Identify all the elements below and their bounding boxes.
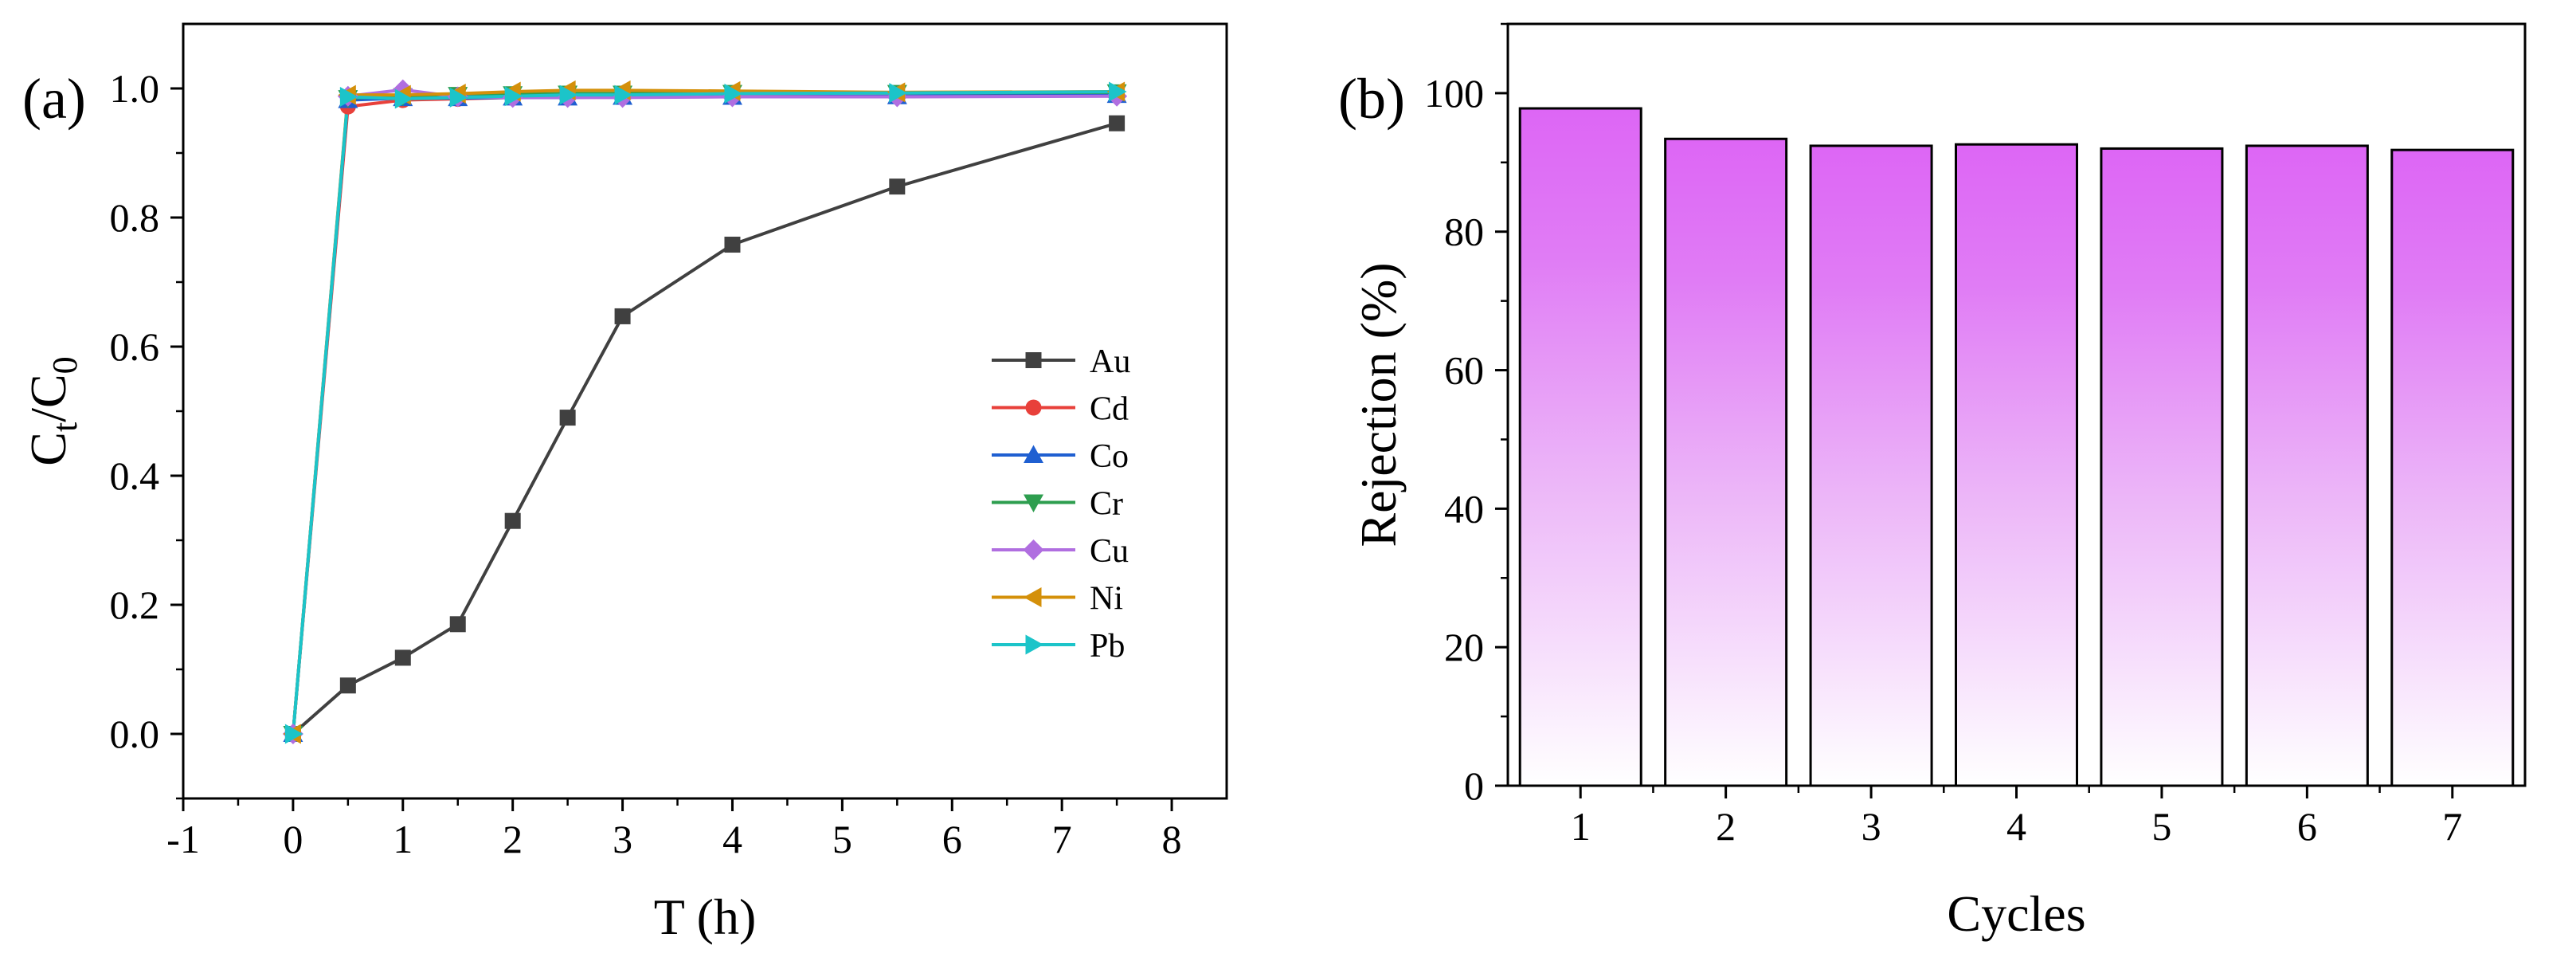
bar-cycle-2 xyxy=(1666,139,1787,786)
legend-marker-cd xyxy=(1026,400,1042,416)
x-tick-label: 2 xyxy=(1716,804,1736,849)
data-point-au xyxy=(395,649,411,665)
bar-cycle-7 xyxy=(2392,150,2513,786)
x-tick-label: 7 xyxy=(1052,817,1072,861)
legend-marker-ni xyxy=(1024,587,1042,607)
data-point-au xyxy=(615,308,631,324)
y-tick-label: 40 xyxy=(1444,486,1484,531)
series-line-co xyxy=(293,95,1117,734)
legend-label-cu: Cu xyxy=(1090,533,1129,570)
series-line-cd xyxy=(293,95,1117,734)
data-point-au xyxy=(505,513,521,529)
legend-marker-pb xyxy=(1026,635,1044,655)
x-tick-label: 6 xyxy=(942,817,962,861)
x-tick-label: 4 xyxy=(722,817,742,861)
x-tick-label: 0 xyxy=(283,817,303,861)
panel-a-label: (a) xyxy=(22,67,86,131)
panel-b-x-axis-title: Cycles xyxy=(1947,885,2085,942)
series-line-cr xyxy=(293,92,1117,734)
y-tick-label: 0.8 xyxy=(110,195,160,240)
y-tick-label: 100 xyxy=(1424,71,1484,116)
x-tick-label: 6 xyxy=(2297,804,2317,849)
panel-b-label: (b) xyxy=(1338,67,1405,131)
y-tick-label: 1.0 xyxy=(110,66,160,111)
x-tick-label: -1 xyxy=(166,817,200,861)
series-line-cu xyxy=(293,90,1117,734)
data-point-au xyxy=(340,677,356,693)
y-tick-label: 0.6 xyxy=(110,324,160,369)
data-point-au xyxy=(560,410,576,426)
ylabel-c: C xyxy=(20,432,76,466)
ylabel-subscript-t: t xyxy=(45,422,84,432)
legend-label-cd: Cd xyxy=(1090,391,1129,428)
panel-a-line-chart: -1 0 1 2 3 4 5 6 7 8 0.0 0.2 0.4 0.6 0.8 1.0 Au Cd Co Cr C… xyxy=(20,24,1227,945)
bar-cycle-3 xyxy=(1811,146,1932,786)
panel-a-x-axis-title: T (h) xyxy=(654,889,757,945)
x-tick-label: 3 xyxy=(613,817,632,861)
x-tick-label: 1 xyxy=(393,817,413,861)
panel-b-bars xyxy=(1520,108,2513,786)
panel-a-y-axis-title: Ct/C0 xyxy=(20,356,84,465)
data-point-au xyxy=(724,237,740,253)
data-point-au xyxy=(889,178,905,194)
legend-marker-cu xyxy=(1024,539,1044,560)
panel-a-plot-frame xyxy=(183,24,1227,798)
legend-marker-au xyxy=(1026,352,1042,368)
x-tick-label: 4 xyxy=(2006,804,2026,849)
x-tick-label: 3 xyxy=(1862,804,1881,849)
panel-a-legend: Au Cd Co Cr Cu Ni Pb xyxy=(992,343,1130,665)
figure: -1 0 1 2 3 4 5 6 7 8 0.0 0.2 0.4 0.6 0.8 1.0 Au Cd Co Cr C… xyxy=(0,0,2576,965)
x-tick-label: 2 xyxy=(503,817,523,861)
panel-b-y-axis-title: Rejection (%) xyxy=(1350,262,1407,547)
x-tick-label: 5 xyxy=(832,817,852,861)
bar-cycle-6 xyxy=(2246,146,2367,786)
y-tick-label: 0.0 xyxy=(110,712,160,756)
y-tick-label: 0 xyxy=(1464,763,1484,808)
ylabel-slash-c: /C xyxy=(20,374,76,422)
x-tick-label: 1 xyxy=(1571,804,1591,849)
x-tick-label: 8 xyxy=(1162,817,1182,861)
y-tick-label: 60 xyxy=(1444,348,1484,393)
series-line-ni xyxy=(293,90,1117,734)
legend-label-au: Au xyxy=(1090,343,1130,380)
legend-label-cr: Cr xyxy=(1090,486,1123,523)
bar-cycle-5 xyxy=(2101,148,2222,786)
data-point-au xyxy=(1109,116,1125,131)
legend-label-pb: Pb xyxy=(1090,628,1125,665)
y-tick-label: 20 xyxy=(1444,625,1484,669)
panel-a-y-axis: 0.0 0.2 0.4 0.6 0.8 1.0 xyxy=(110,66,184,798)
x-tick-label: 7 xyxy=(2442,804,2462,849)
y-tick-label: 0.2 xyxy=(110,583,160,627)
panel-b-bar-chart: 1 2 3 4 5 6 7 0 20 40 60 80 100 (b) Cycles Rejectio… xyxy=(1338,24,2525,942)
panel-b-y-axis: 0 20 40 60 80 100 xyxy=(1424,24,1508,808)
series-line-au xyxy=(293,124,1117,734)
ylabel-subscript-0: 0 xyxy=(45,356,84,374)
x-tick-label: 5 xyxy=(2151,804,2171,849)
y-tick-label: 80 xyxy=(1444,210,1484,254)
bar-cycle-1 xyxy=(1520,108,1641,786)
series-line-pb xyxy=(293,92,1117,734)
bar-cycle-4 xyxy=(1956,144,2077,786)
legend-label-co: Co xyxy=(1090,438,1129,475)
data-point-au xyxy=(450,616,466,632)
panel-b-x-axis: 1 2 3 4 5 6 7 xyxy=(1571,786,2463,849)
y-tick-label: 0.4 xyxy=(110,453,160,498)
panel-a-x-axis: -1 0 1 2 3 4 5 6 7 8 xyxy=(166,798,1181,861)
legend-label-ni: Ni xyxy=(1090,581,1123,618)
